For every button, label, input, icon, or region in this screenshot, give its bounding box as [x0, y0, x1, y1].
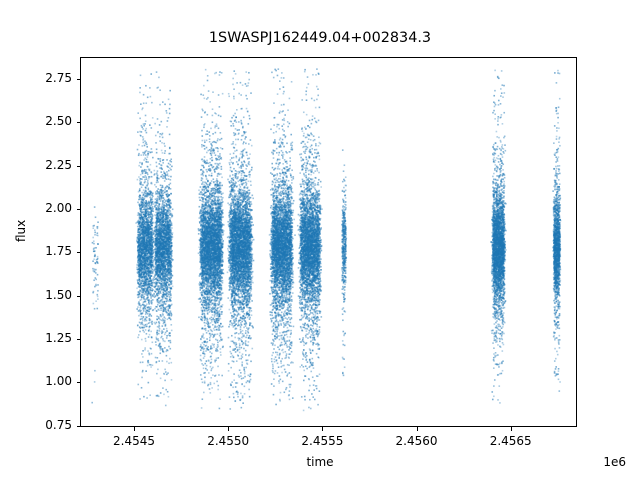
- y-tick-label: 0.75: [45, 417, 72, 432]
- y-tick-label: 1.50: [45, 287, 72, 302]
- x-axis-offset-text: 1e6: [603, 455, 626, 469]
- y-tick-label: 2.25: [45, 157, 72, 172]
- x-tick-label: 2.4550: [207, 434, 250, 448]
- page-title: 1SWASPJ162449.04+002834.3: [208, 30, 432, 46]
- y-axis-label: flux: [14, 219, 28, 242]
- scatter-plot-canvas: [81, 58, 578, 428]
- x-tick-label: 2.4565: [489, 434, 532, 448]
- y-tick-label: 1.25: [45, 331, 72, 345]
- x-axis-label: time: [306, 455, 334, 469]
- y-tick-label: 2.75: [45, 71, 72, 86]
- y-tick-label: 1.00: [45, 374, 72, 389]
- y-tick-label: 2.00: [45, 201, 72, 216]
- plot-axes: [80, 57, 578, 428]
- x-tick-label: 2.4555: [301, 434, 344, 448]
- x-tick-label: 2.4545: [113, 434, 156, 448]
- y-tick-label: 1.75: [45, 244, 72, 259]
- y-tick-label: 2.50: [45, 114, 72, 129]
- x-tick-label: 2.4560: [395, 434, 438, 448]
